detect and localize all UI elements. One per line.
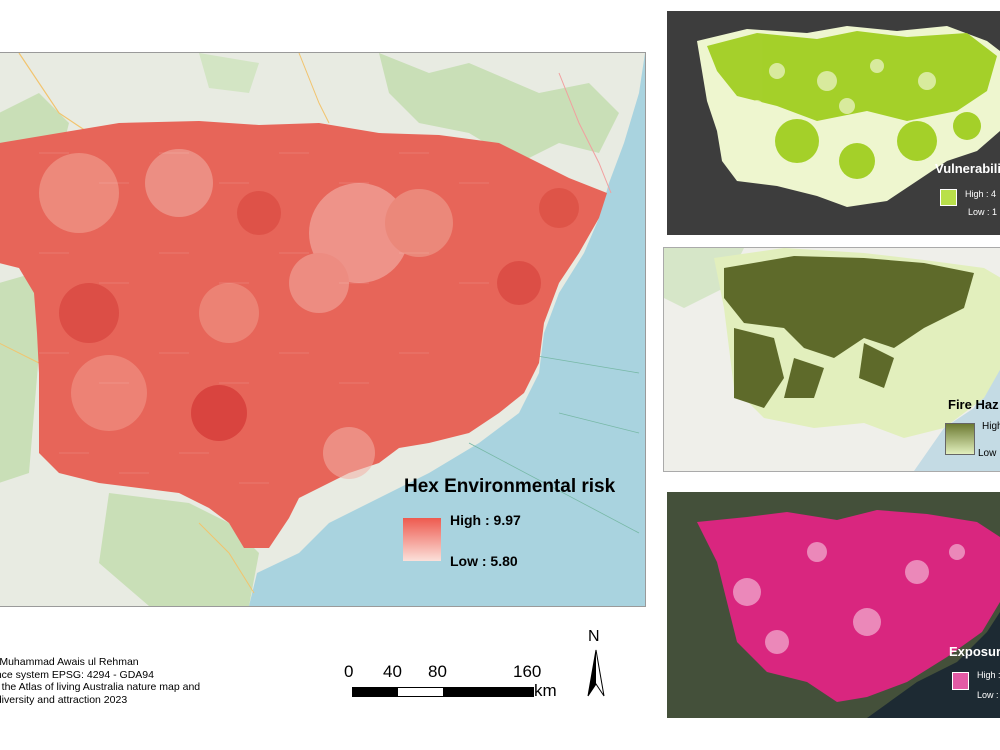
scale-label-160: 160 bbox=[513, 662, 542, 681]
main-risk-map: Hex Environmental risk High : 9.97 Low :… bbox=[0, 52, 646, 607]
scale-unit: km bbox=[534, 681, 557, 700]
exposure-high-label: High : bbox=[977, 670, 1000, 680]
credit-line-author: r: Muhammad Awais ul Rehman bbox=[0, 656, 139, 668]
credit-line-source: m the Atlas of living Australia nature m… bbox=[0, 681, 201, 693]
vulnerability-low-label: Low : 1 bbox=[968, 207, 998, 217]
scale-label-0: 0 bbox=[344, 662, 354, 681]
legend-low-label: Low : 5.80 bbox=[450, 553, 518, 569]
vulnerability-map: Vulnerabili High : 4 Low : 1 bbox=[667, 11, 1000, 235]
fire-high-label: High bbox=[982, 421, 1000, 432]
risk-region bbox=[0, 121, 607, 548]
fire-legend-title: Fire Haz bbox=[948, 397, 999, 412]
exposure-legend-title: Exposure bbox=[949, 644, 1000, 659]
vulnerability-legend-title: Vulnerabili bbox=[935, 161, 1000, 176]
fire-legend-ramp bbox=[945, 423, 975, 455]
exposure-low-label: Low : bbox=[977, 690, 999, 700]
vulnerability-high-label: High : 4 bbox=[965, 189, 997, 199]
legend-title: Hex Environmental risk bbox=[404, 476, 616, 497]
legend-ramp bbox=[403, 518, 441, 561]
vulnerability-high-swatch bbox=[940, 189, 957, 206]
scale-label-40: 40 bbox=[383, 662, 402, 681]
legend-high-label: High : 9.97 bbox=[450, 512, 521, 528]
scale-bar-segments bbox=[352, 687, 534, 697]
sea-area bbox=[249, 53, 645, 606]
credit-line-crs: ence system EPSG: 4294 - GDA94 bbox=[0, 668, 154, 681]
exposure-map: Exposure High : Low : bbox=[667, 492, 1000, 718]
fire-low-label: Low bbox=[978, 448, 997, 459]
north-label: N bbox=[588, 628, 600, 645]
credit-line-source-cont: odiversity and attraction 2023 bbox=[0, 693, 128, 706]
fire-hazard-map: Fire Haz High Low bbox=[663, 247, 1000, 472]
map-credits: r: Muhammad Awais ul Rehman ence system … bbox=[0, 656, 230, 706]
exposure-high-swatch bbox=[952, 672, 969, 690]
north-arrow: N bbox=[580, 628, 614, 698]
scale-label-80: 80 bbox=[428, 662, 447, 681]
scale-bar: 0 40 80 160 km bbox=[340, 660, 565, 705]
